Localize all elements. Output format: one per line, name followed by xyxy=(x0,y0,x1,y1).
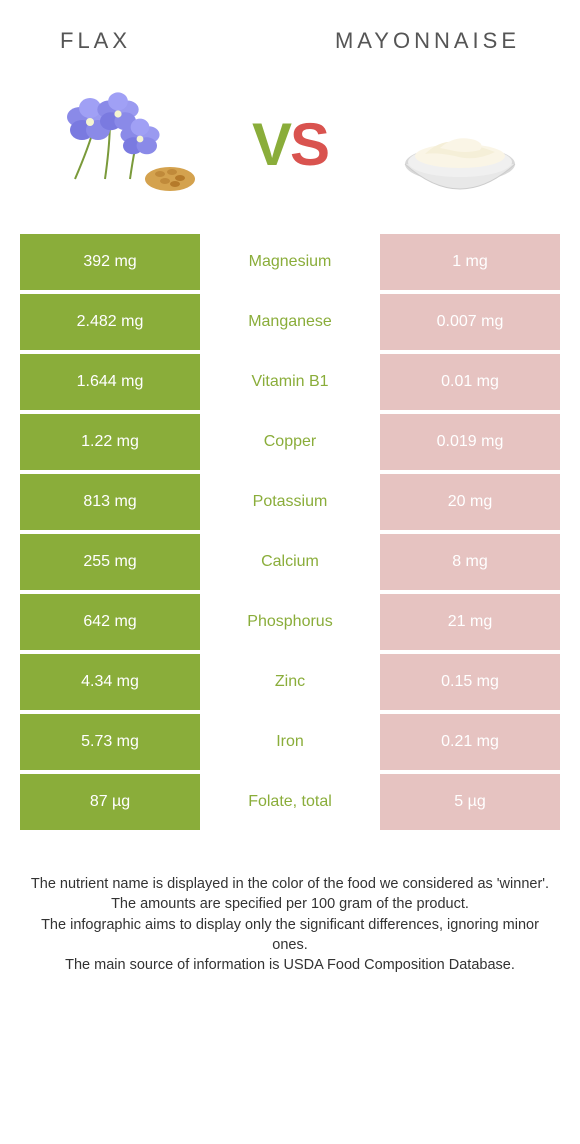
header-row: Flax Mayonnaise xyxy=(0,0,580,64)
nutrient-name: Zinc xyxy=(200,654,380,710)
table-row: 87 µgFolate, total5 µg xyxy=(20,774,560,830)
left-value: 642 mg xyxy=(20,594,200,650)
table-row: 642 mgPhosphorus21 mg xyxy=(20,594,560,650)
left-value: 392 mg xyxy=(20,234,200,290)
nutrient-name: Iron xyxy=(200,714,380,770)
left-food-title: Flax xyxy=(60,28,131,54)
left-value: 87 µg xyxy=(20,774,200,830)
right-value: 5 µg xyxy=(380,774,560,830)
vs-label: V S xyxy=(252,110,328,179)
flax-image xyxy=(40,84,200,204)
nutrient-name: Phosphorus xyxy=(200,594,380,650)
table-row: 813 mgPotassium20 mg xyxy=(20,474,560,530)
nutrient-name: Copper xyxy=(200,414,380,470)
comparison-table: 392 mgMagnesium1 mg2.482 mgManganese0.00… xyxy=(20,234,560,830)
table-row: 4.34 mgZinc0.15 mg xyxy=(20,654,560,710)
footer-line: The infographic aims to display only the… xyxy=(30,915,550,956)
nutrient-name: Calcium xyxy=(200,534,380,590)
table-row: 1.644 mgVitamin B10.01 mg xyxy=(20,354,560,410)
right-value: 1 mg xyxy=(380,234,560,290)
nutrient-name: Potassium xyxy=(200,474,380,530)
right-value: 0.019 mg xyxy=(380,414,560,470)
vs-row: V S xyxy=(0,64,580,234)
left-value: 255 mg xyxy=(20,534,200,590)
footer-line: The amounts are specified per 100 gram o… xyxy=(30,894,550,914)
nutrient-name: Vitamin B1 xyxy=(200,354,380,410)
right-value: 21 mg xyxy=(380,594,560,650)
right-value: 0.007 mg xyxy=(380,294,560,350)
table-row: 2.482 mgManganese0.007 mg xyxy=(20,294,560,350)
left-value: 5.73 mg xyxy=(20,714,200,770)
right-value: 0.01 mg xyxy=(380,354,560,410)
table-row: 392 mgMagnesium1 mg xyxy=(20,234,560,290)
nutrient-name: Manganese xyxy=(200,294,380,350)
vs-v: V xyxy=(252,110,290,179)
footer-line: The main source of information is USDA F… xyxy=(30,955,550,975)
left-value: 4.34 mg xyxy=(20,654,200,710)
right-value: 0.15 mg xyxy=(380,654,560,710)
right-value: 8 mg xyxy=(380,534,560,590)
table-row: 255 mgCalcium8 mg xyxy=(20,534,560,590)
nutrient-name: Folate, total xyxy=(200,774,380,830)
left-value: 813 mg xyxy=(20,474,200,530)
vs-s: S xyxy=(290,110,328,179)
table-row: 1.22 mgCopper0.019 mg xyxy=(20,414,560,470)
footer-notes: The nutrient name is displayed in the co… xyxy=(0,834,580,975)
left-value: 1.644 mg xyxy=(20,354,200,410)
right-value: 20 mg xyxy=(380,474,560,530)
right-value: 0.21 mg xyxy=(380,714,560,770)
table-row: 5.73 mgIron0.21 mg xyxy=(20,714,560,770)
right-food-title: Mayonnaise xyxy=(335,28,520,54)
left-value: 2.482 mg xyxy=(20,294,200,350)
left-value: 1.22 mg xyxy=(20,414,200,470)
nutrient-name: Magnesium xyxy=(200,234,380,290)
mayo-image xyxy=(380,84,540,204)
footer-line: The nutrient name is displayed in the co… xyxy=(30,874,550,894)
